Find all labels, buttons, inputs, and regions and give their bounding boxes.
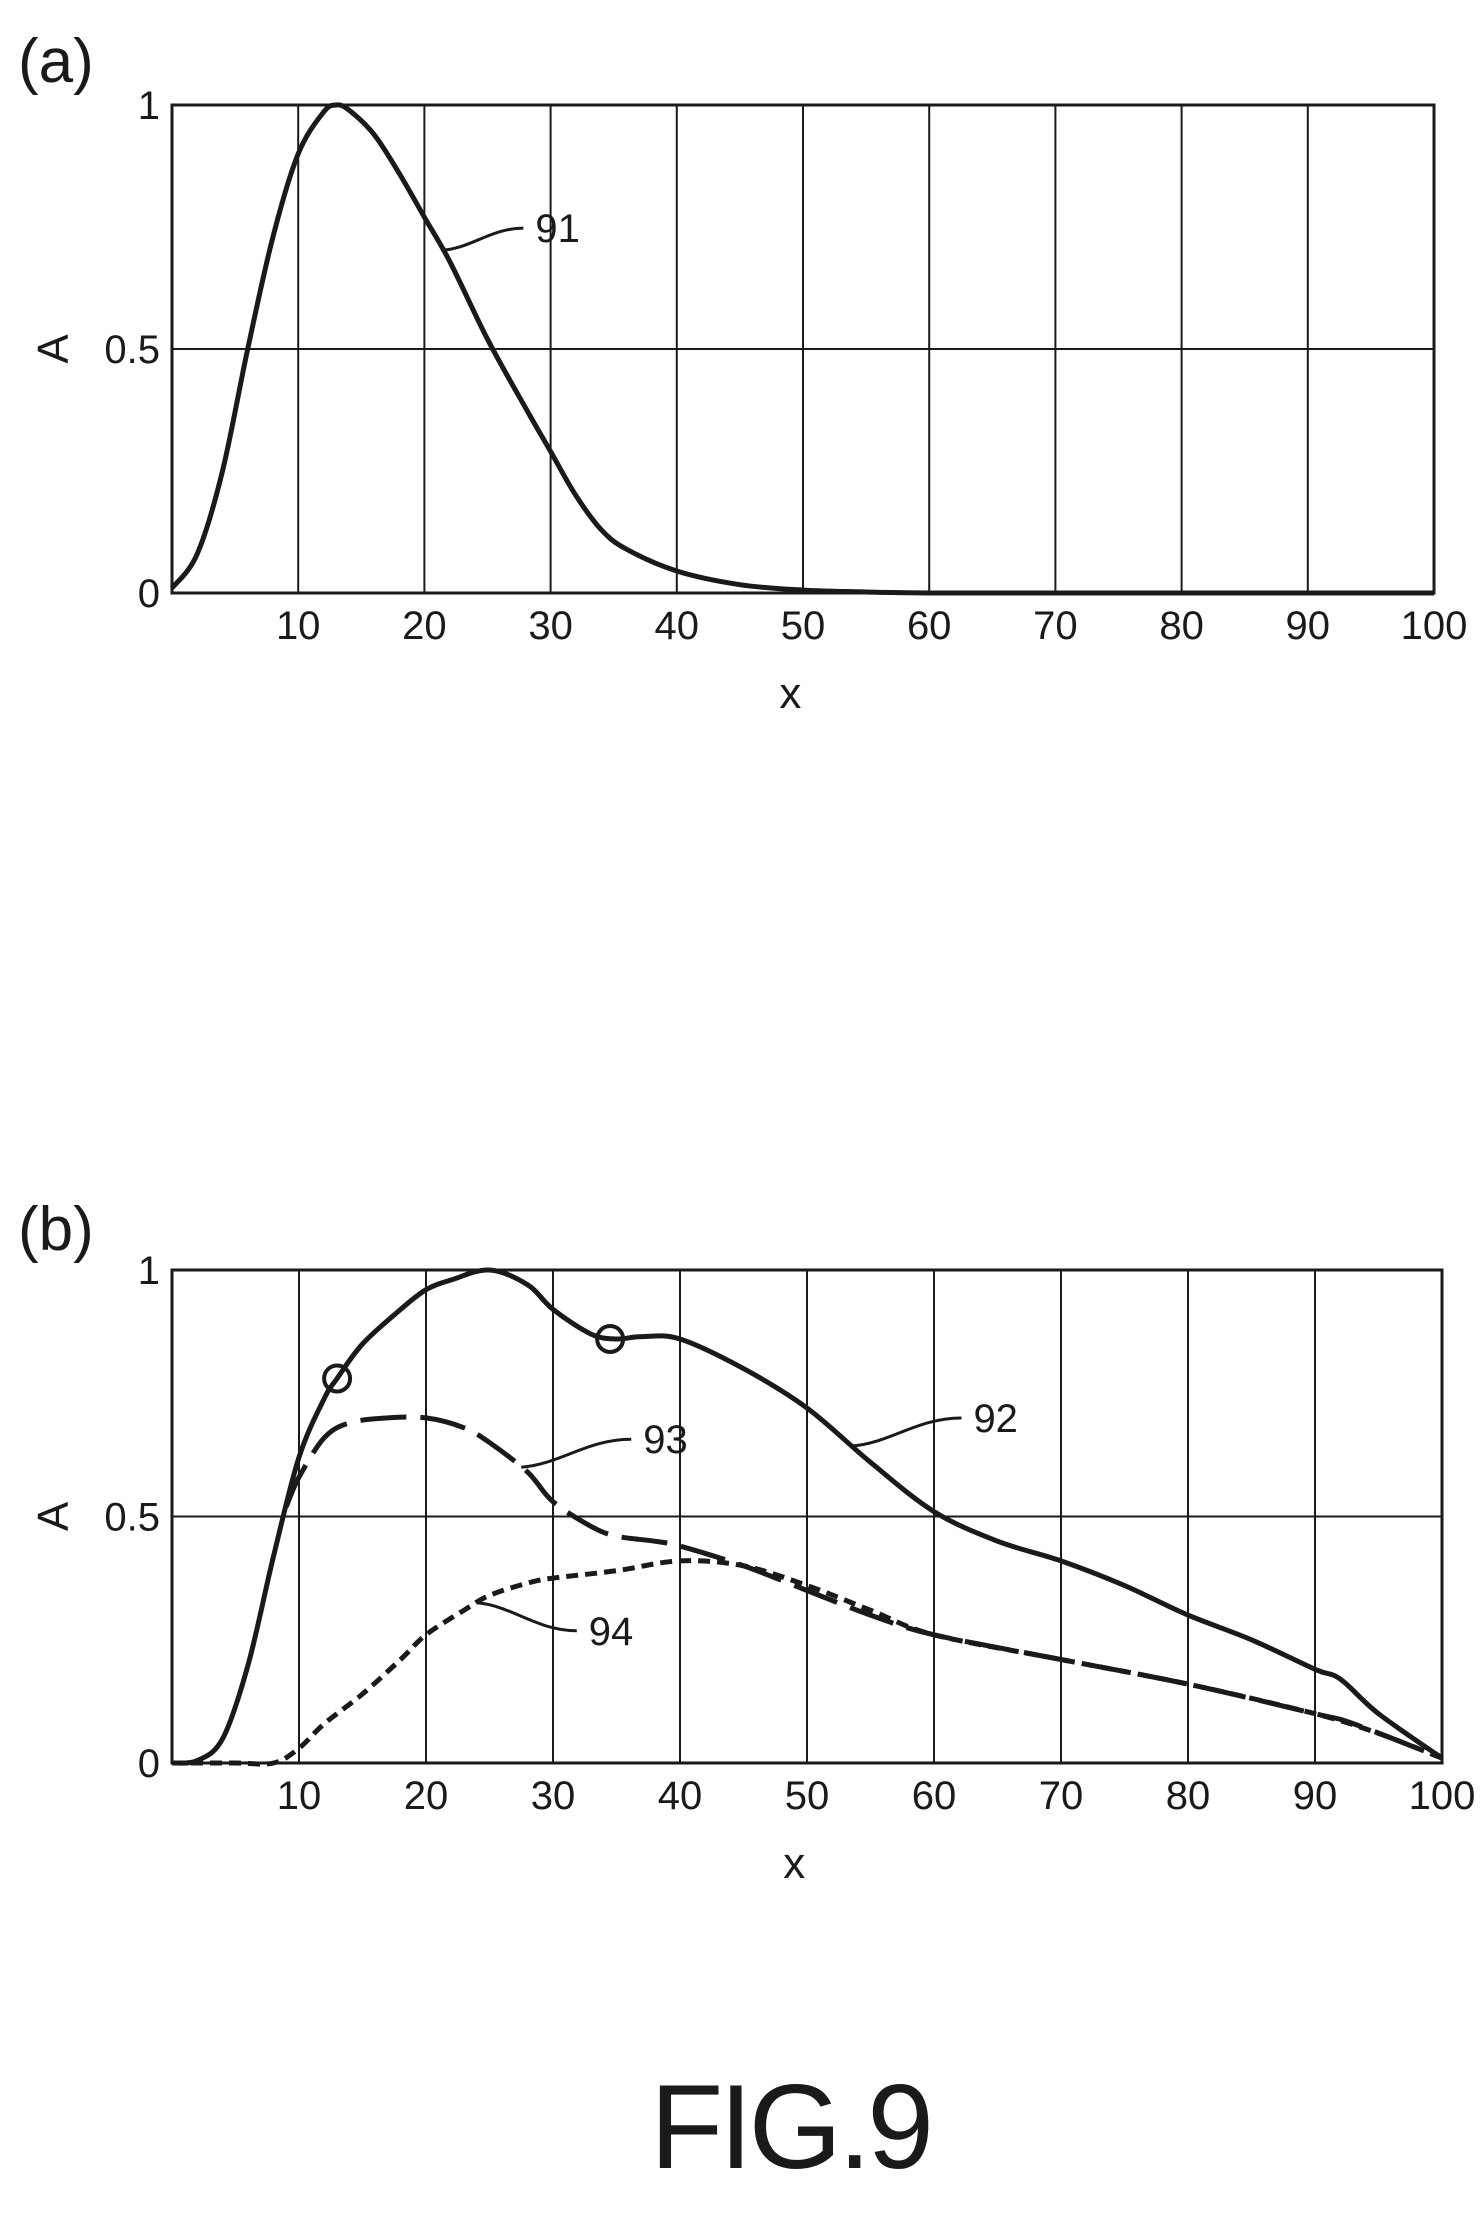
series-line-91 (169, 102, 1434, 596)
x-tick-label: 70 (1033, 604, 1078, 648)
circle-marker (322, 1363, 353, 1394)
x-tick-label: 80 (1159, 604, 1204, 648)
figure-caption: FIG.9 (650, 2060, 930, 2194)
circle-marker (595, 1324, 626, 1355)
x-tick-label: 60 (912, 1774, 957, 1818)
series-line-93 (283, 1414, 1443, 1761)
reference-numeral: 93 (643, 1418, 688, 1462)
x-tick-label: 20 (402, 604, 447, 648)
leader-line (476, 1601, 577, 1633)
x-tick-label: 40 (658, 1774, 703, 1818)
chart-panel-a: (a) 10 20 30 40 50 60 70 80 90 100 0 0.5 1 x A 91 (18, 27, 1467, 718)
x-axis-label: x (783, 1839, 805, 1888)
x-tick-label: 100 (1409, 1774, 1476, 1818)
x-tick-label: 70 (1039, 1774, 1084, 1818)
reference-numeral: 91 (535, 207, 580, 251)
x-tick-label: 50 (781, 604, 826, 648)
panel-label: (b) (18, 1195, 94, 1264)
chart-panel-b: (b) 10 20 30 40 50 60 70 80 90 100 0 0.5 1 x A 92 93 94 (18, 1195, 1475, 1888)
leader-line (443, 226, 524, 252)
y-tick-label: 0.5 (104, 1496, 160, 1540)
series-line-92 (171, 1267, 1444, 1766)
panel-label: (a) (18, 27, 94, 96)
x-tick-label: 20 (404, 1774, 449, 1818)
x-tick-label: 90 (1293, 1774, 1338, 1818)
leader-line (521, 1437, 632, 1469)
series-line-94 (172, 1558, 1443, 1767)
x-tick-label: 50 (785, 1774, 830, 1818)
y-axis-label: A (29, 334, 78, 364)
leader-line (851, 1416, 962, 1448)
x-tick-label: 30 (531, 1774, 576, 1818)
y-tick-label: 0.5 (104, 328, 160, 372)
plot-frame (170, 103, 1436, 595)
y-tick-label: 0 (138, 1742, 160, 1786)
x-tick-label: 100 (1401, 604, 1468, 648)
x-tick-label: 10 (277, 1774, 322, 1818)
plot-frame (170, 1268, 1444, 1765)
y-tick-label: 1 (138, 1249, 160, 1293)
x-tick-label: 40 (655, 604, 700, 648)
x-tick-label: 30 (528, 604, 573, 648)
x-axis-label: x (779, 669, 801, 718)
x-tick-label: 90 (1286, 604, 1331, 648)
reference-numeral: 94 (589, 1610, 634, 1654)
y-tick-label: 0 (138, 572, 160, 616)
x-tick-label: 10 (276, 604, 321, 648)
reference-numeral: 92 (973, 1397, 1018, 1441)
x-tick-label: 60 (907, 604, 952, 648)
y-axis-label: A (29, 1501, 78, 1531)
y-tick-label: 1 (138, 84, 160, 128)
x-tick-label: 80 (1166, 1774, 1211, 1818)
